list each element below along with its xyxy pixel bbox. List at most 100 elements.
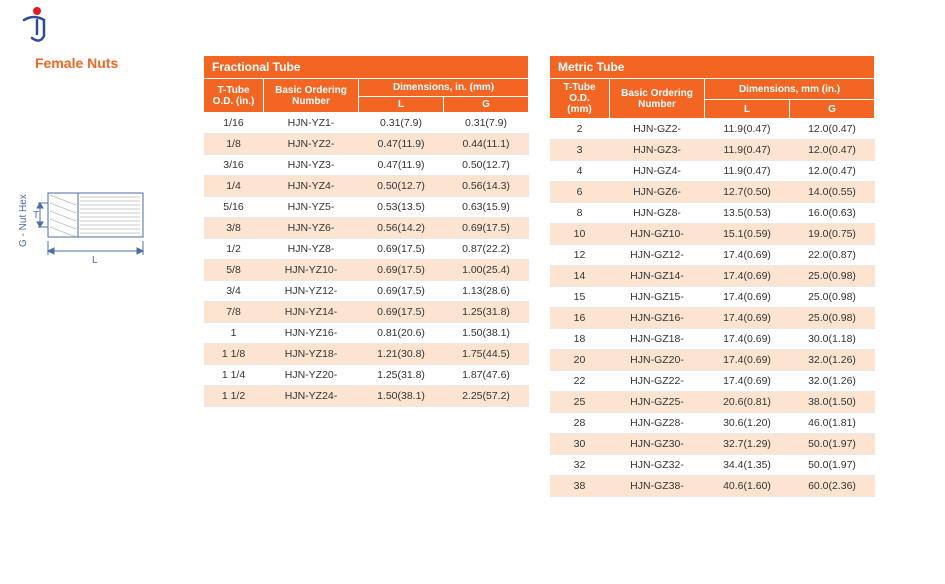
table-row: 25HJN-GZ25-20.6(0.81)38.0(1.50) — [550, 392, 875, 413]
table-cell: 32 — [550, 455, 610, 476]
table-cell: 20 — [550, 350, 610, 371]
metric-header-dim: Dimensions, mm (in.) — [705, 79, 875, 100]
table-cell: 0.69(17.5) — [359, 260, 444, 281]
fractional-header-tod: T-Tube O.D. (in.) — [204, 79, 264, 113]
fractional-header-ord: Basic Ordering Number — [264, 79, 359, 113]
table-cell: 3/8 — [204, 218, 264, 239]
table-cell: 12.0(0.47) — [790, 140, 875, 161]
table-row: 3HJN-GZ3-11.9(0.47)12.0(0.47) — [550, 140, 875, 161]
table-cell: 60.0(2.36) — [790, 476, 875, 497]
brand-logo — [18, 6, 50, 49]
table-cell: 3 — [550, 140, 610, 161]
table-cell: HJN-YZ8- — [264, 239, 359, 260]
table-row: 10HJN-GZ10-15.1(0.59)19.0(0.75) — [550, 224, 875, 245]
table-cell: HJN-GZ30- — [610, 434, 705, 455]
table-row: 30HJN-GZ30-32.7(1.29)50.0(1.97) — [550, 434, 875, 455]
table-cell: HJN-GZ28- — [610, 413, 705, 434]
table-row: 1HJN-YZ16-0.81(20.6)1.50(38.1) — [204, 323, 529, 344]
table-cell: 34.4(1.35) — [705, 455, 790, 476]
table-cell: HJN-GZ32- — [610, 455, 705, 476]
table-cell: 17.4(0.69) — [705, 308, 790, 329]
table-cell: 0.50(12.7) — [359, 176, 444, 197]
table-cell: HJN-YZ3- — [264, 155, 359, 176]
table-cell: 0.53(13.5) — [359, 197, 444, 218]
table-cell: HJN-YZ4- — [264, 176, 359, 197]
table-row: 1 1/2HJN-YZ24-1.50(38.1)2.25(57.2) — [204, 386, 529, 407]
table-row: 3/4HJN-YZ12-0.69(17.5)1.13(28.6) — [204, 281, 529, 302]
table-cell: 0.63(15.9) — [444, 197, 529, 218]
table-cell: 0.56(14.3) — [444, 176, 529, 197]
table-cell: 7/8 — [204, 302, 264, 323]
table-cell: HJN-GZ18- — [610, 329, 705, 350]
metric-header-l: L — [705, 100, 790, 119]
table-cell: 12.7(0.50) — [705, 182, 790, 203]
table-cell: 0.87(22.2) — [444, 239, 529, 260]
table-cell: HJN-YZ6- — [264, 218, 359, 239]
table-cell: 14.0(0.55) — [790, 182, 875, 203]
table-cell: 2.25(57.2) — [444, 386, 529, 407]
table-cell: 13.5(0.53) — [705, 203, 790, 224]
table-row: 6HJN-GZ6-12.7(0.50)14.0(0.55) — [550, 182, 875, 203]
table-cell: 30.6(1.20) — [705, 413, 790, 434]
metric-caption: Metric Tube — [550, 56, 875, 79]
table-cell: 11.9(0.47) — [705, 119, 790, 140]
table-cell: HJN-GZ14- — [610, 266, 705, 287]
table-row: 8HJN-GZ8-13.5(0.53)16.0(0.63) — [550, 203, 875, 224]
table-cell: HJN-GZ16- — [610, 308, 705, 329]
table-cell: 20.6(0.81) — [705, 392, 790, 413]
table-cell: 0.69(17.5) — [359, 239, 444, 260]
table-cell: 1.25(31.8) — [359, 365, 444, 386]
table-cell: 17.4(0.69) — [705, 266, 790, 287]
table-cell: 1/8 — [204, 134, 264, 155]
table-cell: HJN-YZ10- — [264, 260, 359, 281]
table-row: 1 1/4HJN-YZ20-1.25(31.8)1.87(47.6) — [204, 365, 529, 386]
table-cell: HJN-GZ38- — [610, 476, 705, 497]
table-cell: 8 — [550, 203, 610, 224]
table-cell: HJN-GZ22- — [610, 371, 705, 392]
diagram-label-l: L — [92, 255, 98, 266]
table-cell: 5/8 — [204, 260, 264, 281]
table-cell: 1/4 — [204, 176, 264, 197]
table-row: 2HJN-GZ2-11.9(0.47)12.0(0.47) — [550, 119, 875, 140]
table-cell: 30 — [550, 434, 610, 455]
table-cell: 0.47(11.9) — [359, 155, 444, 176]
table-cell: 1/2 — [204, 239, 264, 260]
table-cell: 1.13(28.6) — [444, 281, 529, 302]
table-cell: 18 — [550, 329, 610, 350]
table-row: 1/16HJN-YZ1-0.31(7.9)0.31(7.9) — [204, 113, 529, 134]
table-cell: 2 — [550, 119, 610, 140]
table-cell: 11.9(0.47) — [705, 140, 790, 161]
table-cell: 32.7(1.29) — [705, 434, 790, 455]
table-row: 3/8HJN-YZ6-0.56(14.2)0.69(17.5) — [204, 218, 529, 239]
table-row: 18HJN-GZ18-17.4(0.69)30.0(1.18) — [550, 329, 875, 350]
table-cell: 40.6(1.60) — [705, 476, 790, 497]
table-cell: 17.4(0.69) — [705, 329, 790, 350]
metric-table: Metric Tube T-Tube O.D. (mm) Basic Order… — [549, 55, 875, 497]
table-cell: 17.4(0.69) — [705, 245, 790, 266]
table-cell: 19.0(0.75) — [790, 224, 875, 245]
table-cell: 25.0(0.98) — [790, 266, 875, 287]
table-cell: 46.0(1.81) — [790, 413, 875, 434]
table-cell: HJN-YZ1- — [264, 113, 359, 134]
table-row: 16HJN-GZ16-17.4(0.69)25.0(0.98) — [550, 308, 875, 329]
table-cell: HJN-YZ24- — [264, 386, 359, 407]
diagram-label-g: G - Nut Hex — [18, 194, 29, 247]
table-row: 38HJN-GZ38-40.6(1.60)60.0(2.36) — [550, 476, 875, 497]
table-cell: 1 1/2 — [204, 386, 264, 407]
table-cell: 11.9(0.47) — [705, 161, 790, 182]
metric-header-g: G — [790, 100, 875, 119]
table-cell: 12.0(0.47) — [790, 119, 875, 140]
table-row: 28HJN-GZ28-30.6(1.20)46.0(1.81) — [550, 413, 875, 434]
table-cell: 0.81(20.6) — [359, 323, 444, 344]
table-row: 14HJN-GZ14-17.4(0.69)25.0(0.98) — [550, 266, 875, 287]
table-cell: 15 — [550, 287, 610, 308]
table-cell: 5/16 — [204, 197, 264, 218]
table-cell: 0.69(17.5) — [359, 281, 444, 302]
table-cell: 0.56(14.2) — [359, 218, 444, 239]
table-cell: 50.0(1.97) — [790, 434, 875, 455]
table-cell: 14 — [550, 266, 610, 287]
table-cell: 1.50(38.1) — [444, 323, 529, 344]
table-cell: 50.0(1.97) — [790, 455, 875, 476]
table-cell: 0.31(7.9) — [444, 113, 529, 134]
table-cell: HJN-YZ20- — [264, 365, 359, 386]
